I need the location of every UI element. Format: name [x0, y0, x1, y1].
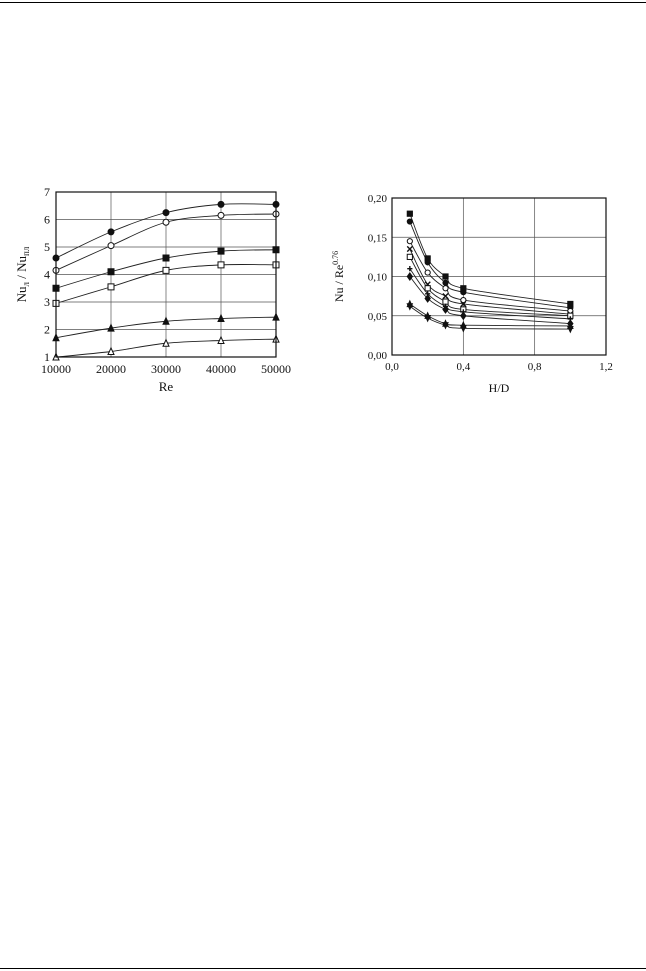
- data-point-plus: [407, 266, 413, 272]
- y-tick-label: 6: [44, 213, 50, 227]
- data-point-filled-square: [217, 247, 225, 255]
- y-tick-label: 0,05: [368, 311, 388, 323]
- data-point-filled-circle: [442, 279, 449, 286]
- data-point-filled-square: [406, 210, 413, 217]
- data-point-open-square: [406, 253, 413, 260]
- x-tick-label: 0,0: [385, 361, 399, 373]
- data-point-filled-square: [442, 273, 449, 280]
- y-tick-label: 1: [44, 350, 50, 364]
- plot-frame: [55, 191, 277, 358]
- data-point-filled-circle: [107, 228, 115, 236]
- plot-frame: [391, 197, 607, 356]
- x-tick-labels: 0,0 0,4 0,8 1,2: [385, 361, 613, 373]
- data-point-filled-circle: [162, 209, 170, 217]
- data-point-open-circle: [107, 242, 115, 250]
- y-tick-label: 4: [44, 268, 50, 282]
- data-point-filled-inverted-triangle: [406, 303, 414, 311]
- data-point-filled-inverted-triangle: [442, 322, 449, 330]
- series-line-7: [409, 276, 571, 325]
- data-point-filled-diamond: [442, 305, 449, 314]
- x-tick-label: 40000: [206, 362, 236, 376]
- y-tick-label: 3: [44, 295, 50, 309]
- x-tick-label: 20000: [96, 362, 126, 376]
- data-point-cross: [442, 293, 449, 300]
- x-tick-label: 30000: [151, 362, 181, 376]
- footer-rule: [0, 968, 646, 969]
- chart-points: [406, 210, 574, 334]
- y-label-main: Nu / Re: [332, 265, 346, 302]
- x-tick-label: 0,8: [528, 361, 542, 373]
- data-point-open-square: [162, 266, 170, 274]
- data-point-open-circle: [217, 211, 225, 219]
- x-tick-label: 10000: [41, 362, 71, 376]
- data-point-open-circle: [162, 218, 170, 226]
- y-axis-label: Nuл / Nuпл: [14, 246, 31, 302]
- data-point-filled-inverted-triangle: [459, 325, 467, 333]
- data-point-open-circle: [460, 296, 467, 304]
- chart-nu-re-vs-hd: 0,00 0,05 0,10 0,15 0,20 0,0 0,4 0,8 1,2 H/D Nu…: [331, 193, 613, 395]
- data-point-filled-circle: [217, 200, 225, 208]
- y-label-sub2: пл: [21, 246, 31, 256]
- y-tick-label: 0,00: [368, 350, 388, 362]
- data-point-open-square: [424, 285, 431, 292]
- data-point-filled-triangle: [107, 323, 115, 332]
- data-point-filled-triangle: [162, 316, 170, 325]
- data-point-filled-diamond: [424, 294, 431, 303]
- x-axis-label: Re: [159, 379, 174, 394]
- data-point-cross: [406, 245, 413, 253]
- data-point-filled-diamond: [460, 311, 467, 321]
- x-axis-label: H/D: [489, 381, 510, 395]
- data-point-open-circle: [406, 238, 413, 245]
- chart-grid: [391, 197, 607, 356]
- data-point-filled-square: [107, 268, 115, 276]
- data-point-cross: [460, 300, 467, 308]
- data-point-open-triangle: [107, 346, 115, 355]
- data-point-open-square: [107, 283, 115, 291]
- data-point-open-square: [217, 261, 225, 269]
- data-point-open-circle: [424, 269, 431, 276]
- y-label-sup: 0.76: [331, 251, 340, 265]
- y-label-main: Nu: [14, 286, 29, 302]
- y-tick-labels: 0,00 0,05 0,10 0,15 0,20: [368, 193, 388, 362]
- data-point-filled-square: [162, 254, 170, 262]
- data-point-filled-triangle: [217, 313, 225, 322]
- y-tick-label: 0,15: [368, 232, 388, 244]
- y-tick-label: 5: [44, 240, 50, 254]
- x-tick-labels: 10000 20000 30000 40000 50000: [41, 362, 291, 376]
- x-tick-label: 50000: [261, 362, 291, 376]
- y-tick-label: 0,10: [368, 272, 388, 284]
- data-point-filled-circle: [460, 289, 467, 296]
- y-axis-label: Nu / Re0.76: [331, 251, 346, 302]
- y-tick-label: 7: [44, 185, 50, 199]
- x-tick-label: 0,4: [456, 361, 470, 373]
- data-point-filled-inverted-triangle: [566, 325, 574, 334]
- chart-nu-ratio-vs-re: 1 2 3 4 5 6 7 10000 20000 30000 40000 50000 Re Nuл…: [14, 185, 291, 394]
- y-tick-labels: 1 2 3 4 5 6 7: [44, 185, 50, 364]
- data-point-filled-circle: [406, 218, 413, 225]
- data-point-filled-circle: [424, 259, 431, 266]
- chart-grid: [55, 191, 277, 358]
- chart-curves: [409, 213, 571, 330]
- data-point-open-triangle: [162, 338, 170, 347]
- y-tick-label: 2: [44, 323, 50, 337]
- data-point-open-circle: [442, 285, 449, 292]
- y-label-sep: / Nu: [14, 255, 29, 282]
- y-label-sub1: л: [21, 281, 31, 286]
- data-point-open-triangle: [217, 335, 225, 344]
- y-tick-label: 0,20: [368, 193, 388, 205]
- x-tick-label: 1,2: [599, 361, 613, 373]
- data-point-filled-inverted-triangle: [424, 315, 432, 323]
- data-point-open-square: [442, 298, 449, 305]
- series-line-2: [409, 221, 571, 309]
- header-rule: [0, 2, 646, 3]
- data-point-filled-diamond: [406, 272, 414, 281]
